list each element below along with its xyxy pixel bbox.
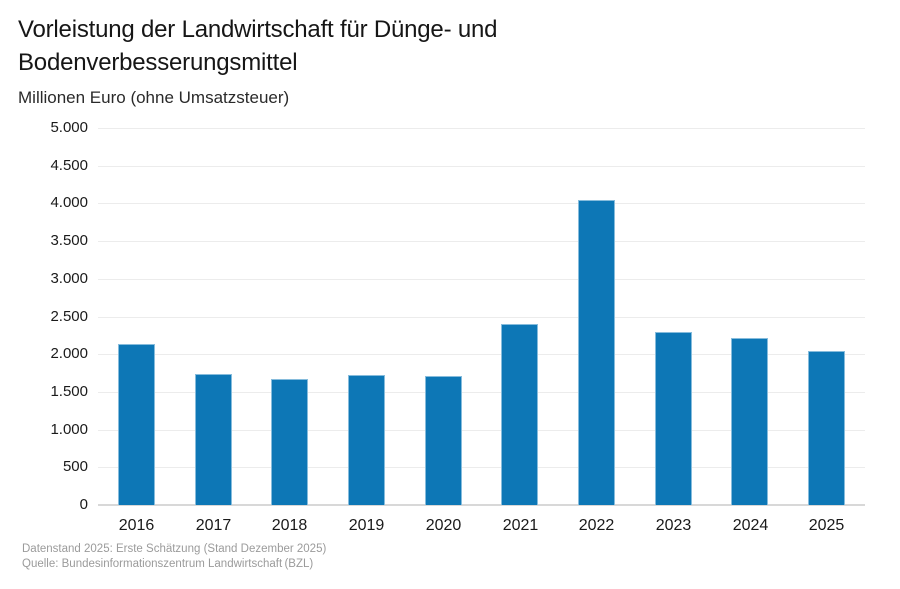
x-tick-label-2018: 2018	[271, 517, 308, 534]
bar-2016	[118, 344, 155, 505]
x-tick-label-2025: 2025	[808, 517, 845, 534]
y-gridline-3000	[98, 279, 865, 280]
x-axis-line	[98, 504, 865, 506]
x-tick-label-2017: 2017	[195, 517, 232, 534]
chart-title: Vorleistung der Landwirtschaft für Dünge…	[18, 13, 497, 79]
chart-title-line2: Bodenverbesserungsmittel	[18, 49, 298, 76]
y-gridline-2000	[98, 354, 865, 355]
y-tick-label-0: 0	[79, 496, 88, 513]
bar-2022	[578, 200, 615, 505]
bar-2020	[425, 376, 462, 505]
plot-area	[98, 128, 865, 506]
y-gridline-4000	[98, 203, 865, 204]
y-tick-label-5000: 5.000	[50, 119, 88, 136]
y-gridline-1000	[98, 430, 865, 431]
y-tick-label-3500: 3.500	[50, 232, 88, 249]
y-gridline-2500	[98, 317, 865, 318]
y-gridline-3500	[98, 241, 865, 242]
y-tick-label-4500: 4.500	[50, 157, 88, 174]
x-tick-label-2024: 2024	[732, 517, 769, 534]
y-tick-label-3000: 3.000	[50, 270, 88, 287]
chart-title-line1: Vorleistung der Landwirtschaft für Dünge…	[18, 16, 498, 43]
footer-quelle: Quelle: Bundesinformationszentrum Landwi…	[22, 558, 314, 570]
bar-2019	[348, 375, 385, 505]
bar-2021	[501, 324, 538, 505]
y-tick-label-500: 500	[62, 458, 88, 475]
bar-2017	[195, 374, 232, 505]
y-tick-label-4000: 4.000	[50, 194, 88, 211]
y-gridline-1500	[98, 392, 865, 393]
bar-2023	[655, 332, 692, 505]
chart-subtitle: Millionen Euro (ohne Umsatzsteuer)	[18, 88, 290, 107]
bar-2018	[271, 379, 308, 505]
y-gridline-500	[98, 467, 865, 468]
y-gridline-4500	[98, 166, 865, 167]
y-tick-label-1500: 1.500	[50, 383, 88, 400]
x-tick-label-2023: 2023	[655, 517, 692, 534]
y-tick-label-1000: 1.000	[50, 421, 88, 438]
x-tick-label-2022: 2022	[578, 517, 615, 534]
chart-footer: Datenstand 2025: Erste Schätzung (Stand …	[22, 542, 326, 572]
y-tick-label-2000: 2.000	[50, 345, 88, 362]
x-tick-label-2021: 2021	[502, 517, 539, 534]
x-tick-label-2019: 2019	[348, 517, 385, 534]
bar-2024	[731, 338, 768, 505]
x-tick-label-2016: 2016	[118, 517, 155, 534]
y-gridline-5000	[98, 128, 865, 129]
footer-datenstand: Datenstand 2025: Erste Schätzung (Stand …	[22, 543, 327, 555]
y-tick-label-2500: 2.500	[50, 308, 88, 325]
x-tick-label-2020: 2020	[425, 517, 462, 534]
bar-2025	[808, 351, 845, 505]
